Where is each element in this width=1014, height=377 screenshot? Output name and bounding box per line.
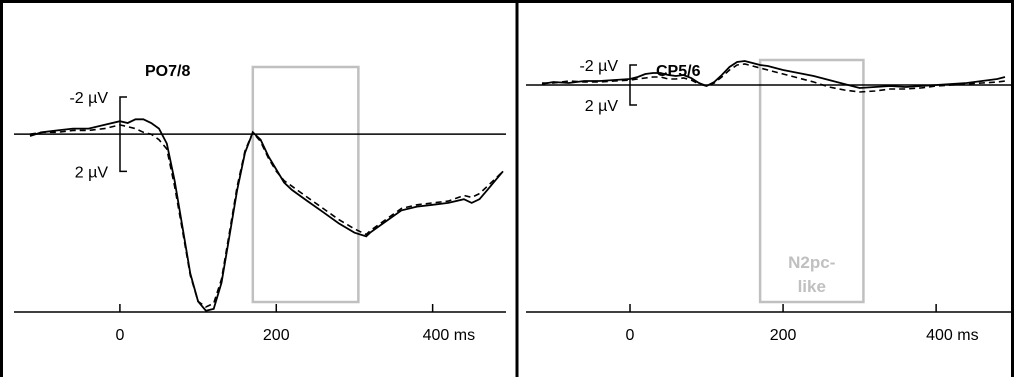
scale-bottom-label: 2 µV: [75, 164, 109, 181]
x-tick-label: 0: [115, 327, 124, 344]
x-ticks: 0 200 400 ms: [115, 304, 475, 344]
time-window-box: [251, 65, 360, 304]
x-tick-label: 400 ms: [423, 327, 475, 344]
series-solid-line: [29, 118, 504, 312]
x-tick-label: 0: [626, 327, 635, 344]
x-ticks: 0 200 400 ms: [626, 304, 979, 344]
scale-bar-line: [629, 64, 637, 106]
scale-bar-line: [119, 96, 127, 173]
time-window-box: [758, 58, 865, 304]
panel-title: CP5/6: [656, 63, 701, 80]
scale-bar: -2 µV 2 µV: [579, 58, 637, 115]
panel-title: PO7/8: [145, 63, 190, 80]
window-label-line-1: N2pc-: [788, 253, 835, 272]
scale-top-label: -2 µV: [69, 90, 108, 107]
x-tick-label: 200: [263, 327, 290, 344]
scale-bottom-label: 2 µV: [585, 98, 619, 115]
scale-bar: -2 µV 2 µV: [69, 90, 127, 181]
panel-po78: 0 200 400 ms -2 µV 2 µV PO7/8: [14, 63, 506, 344]
x-tick-label: 400 ms: [926, 327, 978, 344]
panel-cp56: 0 200 400 ms -2 µV 2 µV CP5/6 N2pc- like: [526, 58, 1012, 344]
series-solid-line: [541, 60, 1006, 89]
series-dashed-line: [542, 63, 1006, 93]
window-label-line-2: like: [798, 277, 826, 296]
scale-top-label: -2 µV: [579, 58, 618, 75]
x-tick-label: 200: [770, 327, 797, 344]
